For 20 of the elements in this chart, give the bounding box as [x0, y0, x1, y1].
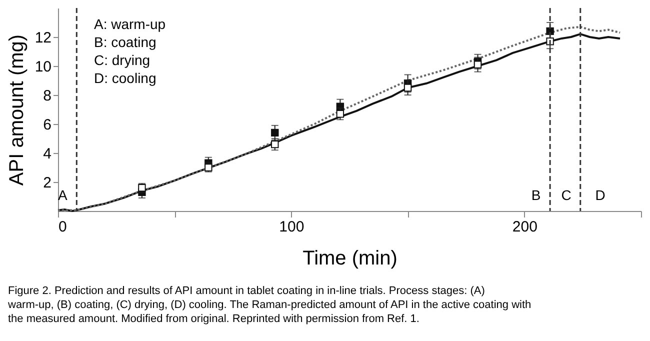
x-tick-label: 200	[512, 218, 538, 236]
annotation: D: cooling	[94, 70, 156, 86]
y-tick-label: 4	[43, 146, 52, 162]
annotation: A	[58, 187, 68, 203]
y-tick-label: 10	[34, 58, 52, 76]
annotation: C	[561, 187, 572, 203]
y-axis-title: API amount (mg)	[6, 34, 28, 186]
x-tick-label: 0	[58, 218, 67, 236]
y-tick-label: 8	[43, 88, 52, 104]
annotation: D	[595, 187, 606, 203]
y-tick-label: 6	[43, 116, 52, 134]
annotation: A: warm-up	[94, 16, 166, 32]
y-tick-label: 2	[43, 174, 52, 192]
y-tick-label: 12	[34, 30, 52, 46]
annotation: B	[531, 187, 541, 203]
annotation: B: coating	[94, 34, 156, 50]
x-tick-label: 100	[279, 218, 304, 236]
x-axis-title: Time (min)	[302, 248, 398, 270]
caption: Figure 2. Prediction and results of API amount in tablet coating in in-line trials. Process stages: (A) warm-up, (B) coating, (C) drying, (D) cooling. The Raman-predicted amount of API in the active coating with the measured amount. Modified from original. Reprinted with permission from Ref. 1.	[7, 285, 532, 325]
annotation: C: drying	[94, 52, 150, 68]
